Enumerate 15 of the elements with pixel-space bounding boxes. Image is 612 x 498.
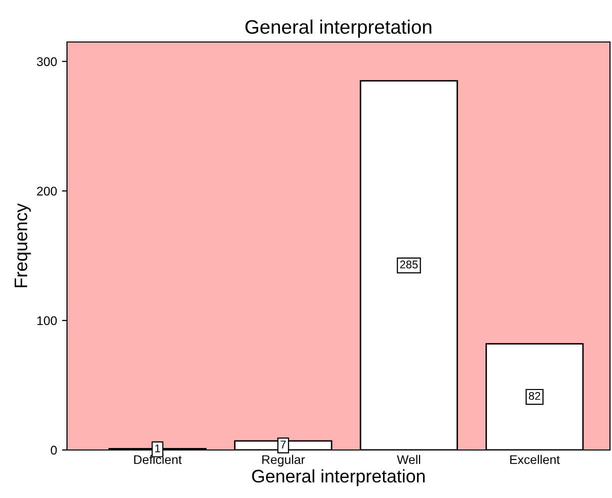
y-tick-label: 300 <box>36 57 57 66</box>
y-tick-label: 0 <box>50 446 57 455</box>
data-label: 1 <box>155 444 160 452</box>
data-label: 285 <box>400 260 418 268</box>
x-tick-label: Regular <box>262 454 305 467</box>
data-label: 82 <box>528 392 540 400</box>
y-axis-title: Frequency <box>14 203 31 288</box>
x-tick-label: Well <box>396 454 420 464</box>
x-tick-label: Excellent <box>510 454 560 464</box>
x-tick-label: Deficient <box>134 454 182 464</box>
y-tick-label: 100 <box>37 316 57 326</box>
data-label: 7 <box>280 440 286 448</box>
x-axis-title: General interpretation <box>252 469 425 486</box>
y-tick-label: 200 <box>37 186 57 196</box>
chart-title: General interpretation <box>245 20 432 38</box>
